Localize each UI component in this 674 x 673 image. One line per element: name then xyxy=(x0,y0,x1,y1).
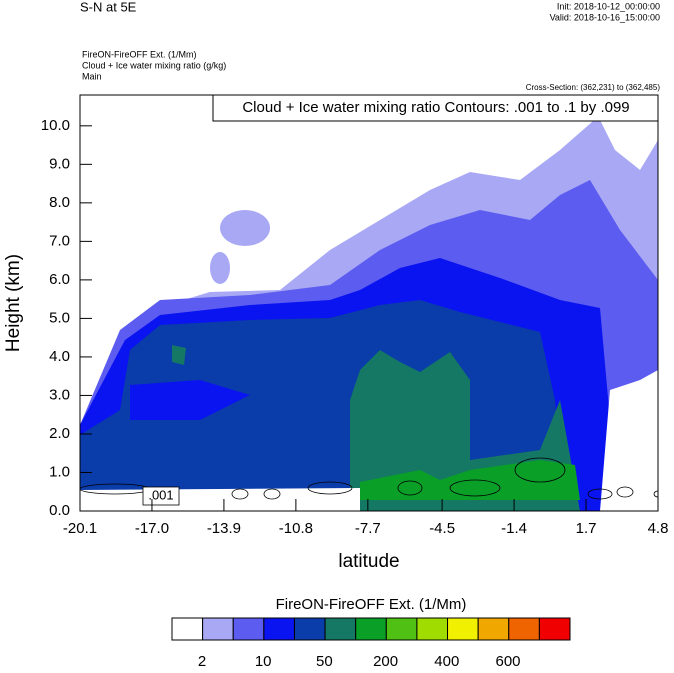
colorbar-box xyxy=(324,617,357,641)
colorbar-label: 600 xyxy=(495,653,520,668)
y-tick-label: 0.0 xyxy=(49,502,70,519)
field-region xyxy=(80,488,360,511)
colorbar-box xyxy=(477,617,510,641)
contour-field-label: Cloud + Ice water mixing ratio (g/kg) xyxy=(82,60,226,70)
x-tick-label: -13.9 xyxy=(207,520,241,537)
field-label: FireON-FireOFF Ext. (1/Mm) xyxy=(82,49,197,59)
y-tick-label: 2.0 xyxy=(49,425,70,442)
colorbar-box xyxy=(416,617,449,641)
x-tick-label: -7.7 xyxy=(355,520,381,537)
x-tick-label: -4.5 xyxy=(429,520,455,537)
x-axis-label: latitude xyxy=(338,551,399,572)
field-region xyxy=(210,252,230,284)
field: .001 xyxy=(80,95,658,511)
x-tick-label: 4.8 xyxy=(648,520,669,537)
colorbar-box xyxy=(171,617,204,641)
colorbar-box xyxy=(263,617,295,641)
colorbar-box xyxy=(202,617,234,641)
colorbar-label: 50 xyxy=(316,653,333,668)
chart-title: S-N at 5E xyxy=(80,0,137,14)
field-region xyxy=(130,380,250,420)
y-tick-label: 4.0 xyxy=(49,348,70,365)
colorbar-box xyxy=(447,617,479,641)
colorbar-box xyxy=(232,617,265,641)
x-tick-label: -10.8 xyxy=(279,520,313,537)
y-tick-label: 1.0 xyxy=(49,463,70,480)
colorbar-title: FireON-FireOFF Ext. (1/Mm) xyxy=(276,596,467,613)
y-tick-label: 3.0 xyxy=(49,386,70,403)
colorbar-label: 200 xyxy=(373,653,398,668)
x-tick-label: 1.7 xyxy=(576,520,597,537)
field-region xyxy=(600,370,658,511)
contour-lines xyxy=(80,457,658,500)
colorbar-box xyxy=(538,617,571,641)
y-tick-label: 7.0 xyxy=(49,232,70,249)
colorbar-label: 10 xyxy=(255,653,272,668)
colorbar-box xyxy=(385,617,418,641)
y-tick-label: 9.0 xyxy=(49,155,70,172)
contour-info: Cloud + Ice water mixing ratio Contours:… xyxy=(242,99,629,116)
field-region xyxy=(172,345,186,365)
colorbar-box xyxy=(508,617,540,641)
y-tick-label: 5.0 xyxy=(49,309,70,326)
colorbar-box xyxy=(355,617,387,641)
valid-label: Valid: 2018-10-16_15:00:00 xyxy=(550,12,660,22)
contour-label: .001 xyxy=(148,487,173,502)
x-tick-label: -17.0 xyxy=(135,520,169,537)
x-tick-label: -1.4 xyxy=(501,520,527,537)
y-tick-label: 6.0 xyxy=(49,271,70,288)
y-axis-label: Height (km) xyxy=(3,254,24,352)
field-region xyxy=(220,210,270,246)
x-tick-label: -20.1 xyxy=(63,520,97,537)
domain-label: Main xyxy=(82,71,102,81)
init-label: Init: 2018-10-12_00:00:00 xyxy=(557,1,660,11)
colorbar-label: 2 xyxy=(198,653,206,668)
colorbar-box xyxy=(293,617,326,641)
y-tick-label: 10.0 xyxy=(41,117,70,134)
y-tick-label: 8.0 xyxy=(49,194,70,211)
info-box xyxy=(212,94,659,122)
cross-section-label: Cross-Section: (362,231) to (362,485) xyxy=(526,83,661,92)
colorbar-label: 400 xyxy=(434,653,459,668)
